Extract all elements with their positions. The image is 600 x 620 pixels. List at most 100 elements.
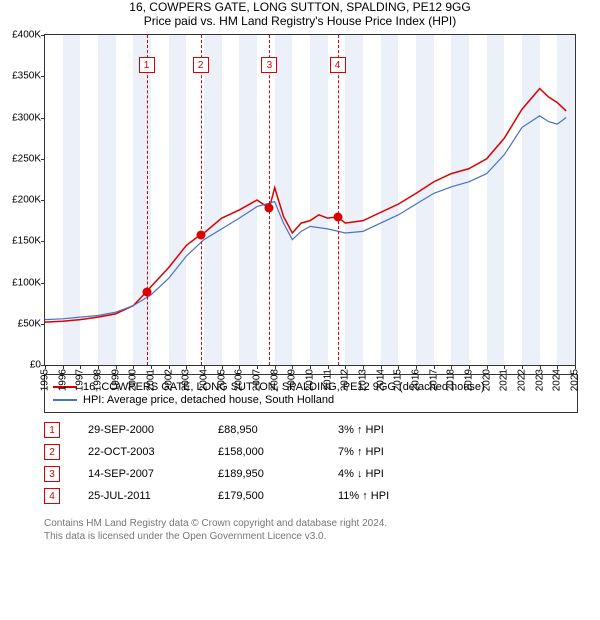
sale-diff: 11% ↑ HPI [338,490,458,502]
x-tick-label: 2022 [517,369,528,391]
x-tick [116,365,117,369]
x-tick [398,365,399,369]
x-tick-label: 2015 [393,369,404,391]
x-tick-label: 2019 [464,369,475,391]
sale-dot-4 [333,212,342,221]
sale-price: £88,950 [218,424,338,436]
x-tick-label: 2007 [252,369,263,391]
sale-marker-3: 3 [44,466,60,482]
x-tick-label: 2006 [234,369,245,391]
sales-row: 2 22-OCT-2003 £158,000 7% ↑ HPI [44,441,578,463]
y-tick-label: £100K [12,277,41,288]
x-tick [416,365,417,369]
x-tick [63,365,64,369]
y-tick-label: £250K [12,153,41,164]
sale-marker-4: 4 [44,488,60,504]
y-tick-label: £200K [12,195,41,206]
x-tick-label: 1999 [110,369,121,391]
sale-label-2: 2 [193,57,209,73]
x-tick-label: 2008 [269,369,280,391]
x-tick-label: 2012 [340,369,351,391]
sale-vline-1 [147,35,148,365]
x-tick [487,365,488,369]
x-tick [292,365,293,369]
legend-label: HPI: Average price, detached house, Sout… [83,394,334,406]
x-tick-label: 2002 [163,369,174,391]
sales-row: 1 29-SEP-2000 £88,950 3% ↑ HPI [44,419,578,441]
x-tick [186,365,187,369]
sale-label-4: 4 [330,57,346,73]
x-tick [133,365,134,369]
x-tick-label: 2018 [446,369,457,391]
x-tick [504,365,505,369]
sales-row: 3 14-SEP-2007 £189,950 4% ↓ HPI [44,463,578,485]
x-tick-label: 2014 [375,369,386,391]
x-tick-label: 2010 [305,369,316,391]
x-tick-label: 2021 [499,369,510,391]
x-tick [204,365,205,369]
x-tick [275,365,276,369]
sale-diff: 7% ↑ HPI [338,446,458,458]
x-tick [169,365,170,369]
sale-diff: 4% ↓ HPI [338,468,458,480]
sale-date: 29-SEP-2000 [88,424,218,436]
y-tick-label: £300K [12,112,41,123]
sale-marker-2: 2 [44,444,60,460]
root: 16, COWPERS GATE, LONG SUTTON, SPALDING,… [0,0,600,620]
x-tick-label: 1996 [57,369,68,391]
page-title: 16, COWPERS GATE, LONG SUTTON, SPALDING,… [0,0,600,14]
x-tick-label: 1998 [93,369,104,391]
footnote: Contains HM Land Registry data © Crown c… [44,517,578,543]
footnote-line2: This data is licensed under the Open Gov… [44,530,578,543]
x-tick [469,365,470,369]
x-tick-label: 2000 [128,369,139,391]
legend-label: 16, COWPERS GATE, LONG SUTTON, SPALDING,… [83,381,485,393]
series-property [45,89,566,322]
x-tick [363,365,364,369]
sale-vline-3 [269,35,270,365]
x-tick [80,365,81,369]
x-tick [328,365,329,369]
legend-swatch [53,399,77,401]
x-tick-label: 1997 [75,369,86,391]
sales-row: 4 25-JUL-2011 £179,500 11% ↑ HPI [44,485,578,507]
sale-date: 25-JUL-2011 [88,490,218,502]
sale-vline-4 [338,35,339,365]
x-tick-label: 1995 [40,369,51,391]
x-tick [540,365,541,369]
y-tick-label: £50K [18,318,41,329]
x-tick [222,365,223,369]
sale-dot-2 [196,230,205,239]
x-tick-label: 2004 [199,369,210,391]
sale-price: £158,000 [218,446,338,458]
sale-marker-1: 1 [44,422,60,438]
sale-vline-2 [201,35,202,365]
sale-label-3: 3 [261,57,277,73]
x-tick-label: 2023 [534,369,545,391]
sale-date: 14-SEP-2007 [88,468,218,480]
sale-dot-3 [265,204,274,213]
x-tick-label: 2020 [481,369,492,391]
x-tick [98,365,99,369]
legend-item-hpi: HPI: Average price, detached house, Sout… [53,394,569,406]
x-tick-label: 2024 [552,369,563,391]
x-tick-label: 2003 [181,369,192,391]
y-tick-label: £400K [12,30,41,41]
x-tick [381,365,382,369]
x-tick-label: 2011 [322,369,333,391]
series-svg [45,35,575,365]
x-tick [522,365,523,369]
x-tick [451,365,452,369]
x-tick [310,365,311,369]
x-tick [151,365,152,369]
x-tick [434,365,435,369]
x-tick-label: 2017 [428,369,439,391]
x-tick-label: 2013 [358,369,369,391]
page-subtitle: Price paid vs. HM Land Registry's House … [0,14,600,28]
sale-date: 22-OCT-2003 [88,446,218,458]
x-tick [239,365,240,369]
sale-dot-1 [142,287,151,296]
footnote-line1: Contains HM Land Registry data © Crown c… [44,517,578,530]
sale-diff: 3% ↑ HPI [338,424,458,436]
x-tick [557,365,558,369]
